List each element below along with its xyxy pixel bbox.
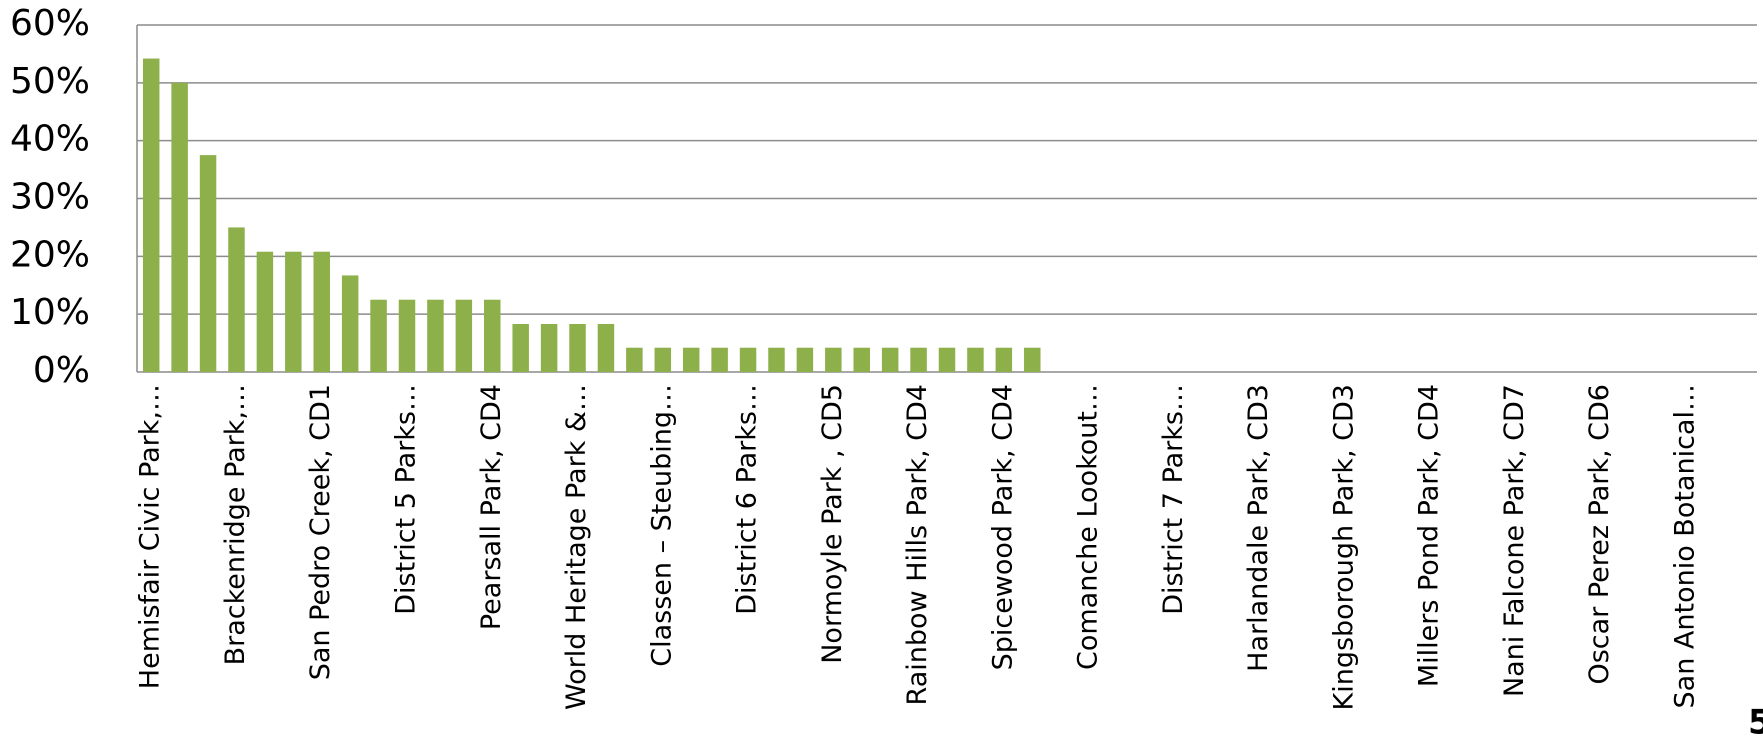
bar xyxy=(739,347,757,372)
bar xyxy=(995,347,1013,372)
x-tick-label: San Pedro Creek, CD1 xyxy=(305,384,336,680)
x-tick-label: District 7 Parks… xyxy=(1158,384,1189,615)
bar xyxy=(171,82,188,372)
bar xyxy=(569,323,586,372)
x-tick-label: Pearsall Park, CD4 xyxy=(476,384,507,630)
y-tick-label: 0% xyxy=(33,350,90,391)
x-tick-label: District 6 Parks… xyxy=(732,384,763,615)
bar xyxy=(796,347,814,372)
bar xyxy=(682,347,700,372)
bar xyxy=(938,347,956,372)
x-tick-label: Millers Pond Park, CD4 xyxy=(1414,384,1445,687)
x-tick-label: Rainbow Hills Park, CD4 xyxy=(902,384,933,705)
bar xyxy=(768,347,785,372)
bar xyxy=(626,347,643,372)
bar xyxy=(341,275,359,372)
x-tick-label: Kingsborough Park, CD3 xyxy=(1328,384,1359,711)
x-tick-label: Classen – Steubing… xyxy=(646,384,677,667)
page-number: 5 xyxy=(1748,703,1763,742)
y-tick-label: 20% xyxy=(10,234,90,275)
x-tick-label: Oscar Perez Park, CD6 xyxy=(1584,384,1615,685)
x-tick-label: District 5 Parks… xyxy=(391,384,422,615)
bar xyxy=(370,299,387,372)
y-tick-label: 60% xyxy=(10,3,90,44)
x-tick-label: World Heritage Park &… xyxy=(561,384,592,710)
y-tick-label: 10% xyxy=(10,292,90,333)
bar xyxy=(256,251,274,372)
bar xyxy=(654,347,672,372)
bar xyxy=(540,323,558,372)
bar xyxy=(597,323,615,372)
bar xyxy=(512,323,529,372)
x-tick-label: Spicewood Park, CD4 xyxy=(987,384,1018,670)
bar xyxy=(455,299,473,372)
y-tick-label: 50% xyxy=(10,61,90,102)
bar xyxy=(1024,347,1041,372)
x-tick-label: San Antonio Botanical… xyxy=(1669,384,1700,708)
bar xyxy=(313,251,330,372)
y-tick-label: 30% xyxy=(10,177,90,218)
bar xyxy=(199,155,217,372)
bar xyxy=(825,347,842,372)
x-tick-label: Comanche Lookout… xyxy=(1073,384,1104,670)
bar xyxy=(967,347,984,372)
bar xyxy=(285,251,302,372)
bar xyxy=(910,347,927,372)
x-tick-label: Hemisfair Civic Park,… xyxy=(135,384,166,689)
y-tick-label: 40% xyxy=(10,119,90,160)
bar xyxy=(398,299,416,372)
x-tick-label: Brackenridge Park,… xyxy=(220,384,251,665)
x-tick-label: Harlandale Park, CD3 xyxy=(1243,384,1274,672)
bar xyxy=(484,299,501,372)
bar xyxy=(427,299,444,372)
bar xyxy=(853,347,870,372)
bar xyxy=(228,227,245,372)
x-tick-label: Normoyle Park , CD5 xyxy=(817,384,848,664)
bar xyxy=(711,347,728,372)
bar xyxy=(881,347,899,372)
x-tick-label: Nani Falcone Park, CD7 xyxy=(1499,384,1530,697)
bar xyxy=(142,58,160,372)
